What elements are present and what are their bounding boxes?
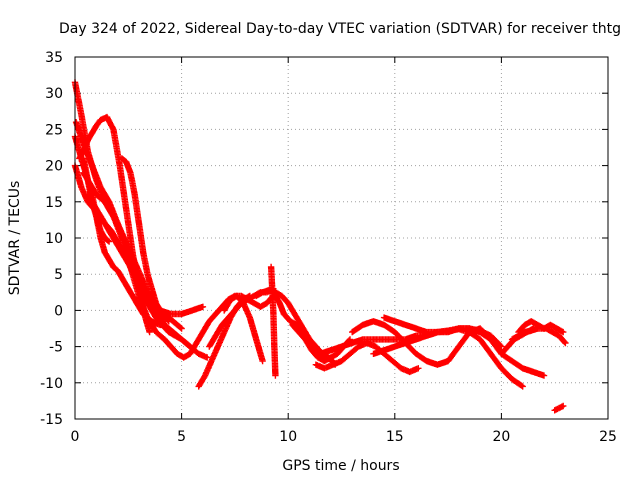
data-series-track-25 [508,325,541,343]
y-tick-label: 10 [45,231,63,247]
data-series-track-19 [312,339,422,376]
y-tick-label: -5 [49,340,63,356]
x-tick-label: 20 [492,429,510,445]
chart-title: Day 324 of 2022, Sidereal Day-to-day VTE… [59,21,621,37]
x-tick-label: 25 [599,429,617,445]
data-series-track-15 [267,263,279,379]
data-points [380,314,526,390]
axes: 0 5 10 15 20 25 -15 -10 -5 0 5 10 15 20 25 30 35 [40,50,617,445]
y-tick-label: 5 [54,267,63,283]
data-series-track-26 [551,402,567,414]
data-series-track-9 [80,155,113,245]
data-points [508,325,541,343]
grid [75,57,608,419]
data-points [515,318,567,336]
y-tick-label: -15 [40,412,63,428]
y-tick-label: 15 [45,195,63,211]
data-points [551,402,567,414]
data-points [118,155,185,332]
plot-frame [74,56,609,420]
data-points [221,292,266,365]
data-points [312,339,422,376]
x-tick-label: 10 [279,429,297,445]
x-axis-label: GPS time / hours [282,458,399,474]
data-points [80,155,113,245]
y-tick-label: 25 [45,122,63,138]
x-tick-label: 0 [71,429,80,445]
data-points [267,263,279,379]
y-axis-label: SDTVAR / TECUs [7,181,23,296]
y-tick-label: 20 [45,159,63,175]
y-tick-label: 0 [54,303,63,319]
y-tick-label: 30 [45,86,63,102]
data-series-track-13 [221,292,266,365]
data-series-track-22 [380,314,526,390]
x-tick-label: 15 [386,429,404,445]
y-tick-label: -10 [40,376,63,392]
plot-area [71,79,569,414]
y-tick-label: 35 [45,50,63,66]
data-series-track-24 [515,318,567,336]
x-tick-label: 5 [177,429,186,445]
data-series-track-8 [118,155,185,332]
